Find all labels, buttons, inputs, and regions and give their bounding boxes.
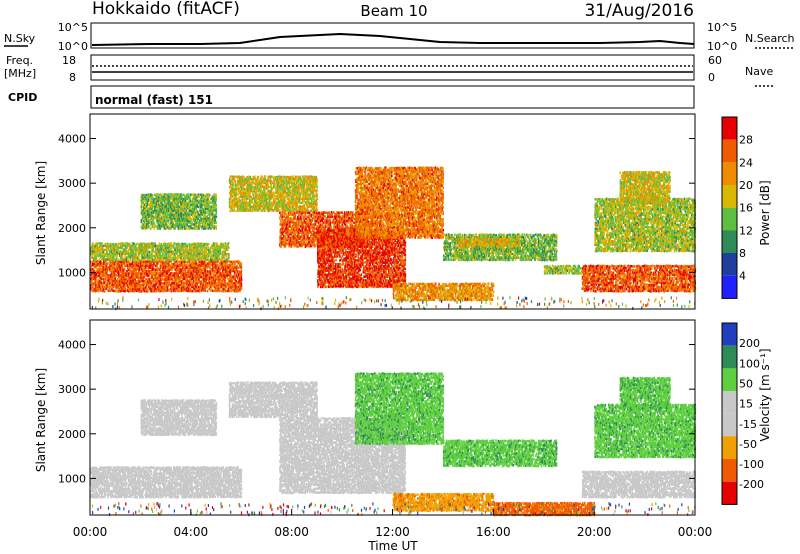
freq-tick-bottom: 8	[69, 71, 76, 84]
cpid-value: normal (fast) 151	[95, 93, 213, 107]
power-cell	[110, 261, 112, 263]
power-cell	[98, 290, 100, 292]
station-title: Hokkaido (fitACF)	[92, 0, 240, 19]
power-cell	[130, 286, 132, 288]
nsky-tick-top: 10^5	[58, 21, 88, 34]
power-cell	[122, 266, 124, 268]
nsky-tick-bottom: 10^0	[58, 40, 88, 53]
power-cell	[146, 278, 148, 280]
nave-tick-top: 60	[708, 54, 722, 67]
power-cell	[147, 288, 149, 290]
power-data-layer	[90, 166, 696, 310]
power-cell	[139, 269, 141, 271]
nsearch-label: N.Search	[745, 32, 795, 45]
power-cell	[96, 266, 98, 268]
power-cell	[144, 290, 146, 292]
power-cell	[115, 278, 117, 280]
power-cell	[103, 288, 105, 290]
power-cell	[143, 276, 145, 278]
power-cell	[116, 274, 118, 276]
power-cell	[141, 273, 143, 275]
power-cell	[139, 290, 141, 292]
power-cell	[148, 274, 150, 276]
freq-tick-top: 18	[62, 54, 76, 67]
nsky-tick-top-right: 10^5	[707, 21, 737, 34]
power-cell	[141, 286, 143, 288]
power-cell	[106, 263, 108, 265]
power-cell	[124, 268, 126, 270]
power-cell	[157, 276, 159, 278]
freq-label-1: Freq.	[6, 54, 33, 67]
power-cell	[105, 280, 107, 282]
power-cell	[156, 290, 158, 292]
power-cell	[109, 282, 111, 284]
nave-label: Nave	[745, 65, 773, 78]
power-cell	[131, 276, 133, 278]
power-cell	[126, 270, 128, 272]
power-cell	[93, 290, 95, 292]
power-cell	[120, 266, 122, 268]
nsky-panel: N.Sky 10^5 10^0 10^5 10^0 N.Search	[4, 21, 795, 53]
freq-panel: Freq. [MHz] 18 8 60 0 Nave	[4, 54, 775, 86]
nsky-trace	[92, 34, 694, 45]
nsky-label: N.Sky	[4, 32, 36, 45]
power-cell	[107, 286, 109, 288]
cpid-label: CPID	[8, 91, 37, 104]
power-cell	[147, 290, 149, 292]
date-title: 31/Aug/2016	[584, 1, 694, 21]
nave-tick-bottom: 0	[708, 71, 715, 84]
power-cell	[152, 267, 154, 269]
power-cell	[117, 278, 119, 280]
power-cell	[104, 290, 106, 292]
freq-label-2: [MHz]	[4, 67, 36, 80]
power-cell	[91, 288, 93, 290]
radar-summary-plot: Hokkaido (fitACF) Beam 10 31/Aug/2016 N.…	[0, 0, 800, 554]
power-cell	[126, 278, 128, 280]
power-cell	[146, 267, 148, 269]
power-cell	[133, 280, 135, 282]
power-region	[90, 260, 242, 293]
power-cell	[134, 278, 136, 280]
power-cell	[153, 263, 155, 265]
power-cell	[93, 288, 95, 290]
power-cell	[106, 282, 108, 284]
power-cell	[133, 286, 135, 288]
power-cell	[124, 263, 126, 265]
nsky-tick-bottom-right: 10^0	[707, 40, 737, 53]
beam-title: Beam 10	[360, 2, 427, 20]
power-cell	[129, 261, 131, 263]
